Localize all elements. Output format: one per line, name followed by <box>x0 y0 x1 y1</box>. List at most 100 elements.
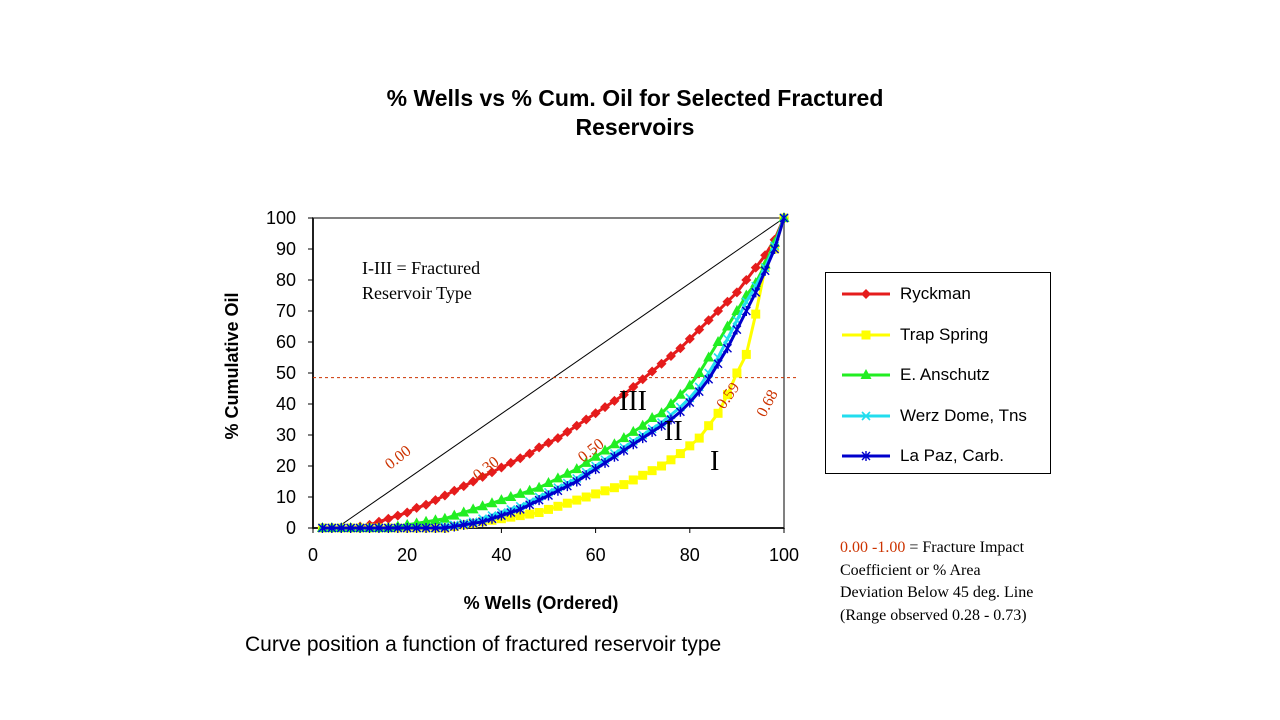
data-point-trap-spring <box>572 495 582 505</box>
data-point-la-paz-carb <box>609 451 619 462</box>
data-point-e-anschutz <box>590 450 602 461</box>
data-point-ryckman <box>392 510 403 521</box>
data-point-la-paz-carb <box>751 287 761 298</box>
y-tick-label: 60 <box>276 332 296 352</box>
data-point-la-paz-carb <box>478 516 488 527</box>
data-point-la-paz-carb <box>741 306 751 316</box>
footnote-line-1-text: = Fracture Impact <box>905 539 1025 556</box>
data-point-la-paz-carb <box>553 485 563 496</box>
data-point-trap-spring <box>732 368 742 378</box>
data-point-e-anschutz <box>608 438 620 449</box>
data-point-trap-spring <box>562 498 572 508</box>
coef-label-000: 0.00 <box>382 443 415 474</box>
data-point-trap-spring <box>647 466 657 476</box>
type-box-line-2: Reservoir Type <box>362 283 472 303</box>
data-point-trap-spring <box>591 489 601 499</box>
data-point-la-paz-carb <box>732 324 742 335</box>
data-point-ryckman <box>439 490 450 501</box>
data-point-e-anschutz <box>561 467 573 478</box>
data-point-la-paz-carb <box>402 523 412 533</box>
type-box-line-1: I-III = Fractured <box>362 258 480 278</box>
x-tick-label: 60 <box>586 545 606 565</box>
data-point-trap-spring <box>741 349 751 359</box>
legend-label-trap-spring: Trap Spring <box>900 324 989 344</box>
data-point-la-paz-carb <box>562 481 572 492</box>
data-point-trap-spring <box>666 455 676 465</box>
data-point-e-anschutz <box>439 512 451 523</box>
data-point-ryckman <box>750 262 761 273</box>
type-ii-label: II <box>664 416 683 447</box>
series-layer <box>316 212 790 533</box>
data-point-e-anschutz <box>665 398 677 408</box>
data-point-trap-spring <box>628 475 638 485</box>
data-point-trap-spring <box>609 483 619 493</box>
data-point-e-anschutz <box>420 515 432 526</box>
data-point-e-anschutz <box>684 379 696 390</box>
data-point-la-paz-carb <box>591 464 601 475</box>
footnote-line-2: Coefficient or % Area <box>840 561 981 579</box>
data-point-la-paz-carb <box>421 523 431 533</box>
y-tick-label: 70 <box>276 301 296 321</box>
legend: Ryckman Trap Spring E. Anschutz Werz Dome, … <box>825 272 1051 474</box>
data-point-la-paz-carb <box>779 213 789 223</box>
data-point-e-anschutz <box>627 425 639 436</box>
legend-item-werz-dome-tns: Werz Dome, Tns <box>840 404 1027 428</box>
chart-title: % Wells vs % Cum. Oil for Selected Fract… <box>335 84 935 142</box>
data-point-la-paz-carb <box>327 523 337 533</box>
data-point-ryckman <box>703 315 714 326</box>
data-point-ryckman <box>552 433 563 444</box>
data-point-ryckman <box>665 350 676 361</box>
data-point-e-anschutz <box>543 477 554 488</box>
data-point-ryckman <box>458 481 469 492</box>
data-point-la-paz-carb <box>506 507 516 518</box>
data-point-ryckman <box>647 366 658 377</box>
data-point-la-paz-carb <box>713 358 723 369</box>
data-point-ryckman <box>383 513 394 524</box>
data-point-ryckman <box>543 437 554 448</box>
footnote-coefficient-range: 0.00 -1.00 <box>840 539 906 556</box>
chart-title-line-1: % Wells vs % Cum. Oil for Selected Fract… <box>386 85 884 111</box>
data-point-ryckman <box>430 495 441 506</box>
data-point-ryckman <box>713 306 724 316</box>
legend-swatch-trap-spring <box>842 330 890 339</box>
data-point-la-paz-carb <box>468 518 478 529</box>
data-point-trap-spring <box>657 461 667 471</box>
y-tick-label: 80 <box>276 270 296 290</box>
data-point-e-anschutz <box>656 407 668 418</box>
data-point-ryckman <box>477 471 488 482</box>
data-point-ryckman <box>468 476 479 487</box>
data-point-la-paz-carb <box>393 523 403 533</box>
data-point-la-paz-carb <box>657 420 667 431</box>
data-point-trap-spring <box>619 480 629 490</box>
data-point-trap-spring <box>581 492 591 502</box>
legend-label-ryckman: Ryckman <box>900 284 971 303</box>
chart-title-line-2: Reservoirs <box>575 114 695 140</box>
data-point-e-anschutz <box>458 506 470 517</box>
data-point-la-paz-carb <box>544 490 553 501</box>
data-point-ryckman <box>618 389 629 400</box>
legend-swatch-werz-dome-tns <box>842 410 890 421</box>
legend-swatch-marker <box>861 451 871 461</box>
data-point-e-anschutz <box>486 497 498 508</box>
data-point-ryckman <box>524 448 535 459</box>
data-point-e-anschutz <box>552 472 564 483</box>
data-point-la-paz-carb <box>694 386 704 397</box>
x-tick-label: 20 <box>397 545 417 565</box>
data-point-la-paz-carb <box>666 414 676 425</box>
coef-label-068: 0.68 <box>754 387 782 420</box>
data-point-ryckman <box>571 420 582 431</box>
data-point-e-anschutz <box>580 456 592 467</box>
data-point-trap-spring <box>751 309 761 319</box>
data-point-la-paz-carb <box>440 523 450 533</box>
data-point-la-paz-carb <box>770 244 780 254</box>
data-point-ryckman <box>675 343 686 354</box>
data-point-trap-spring <box>544 504 553 514</box>
data-point-la-paz-carb <box>383 523 393 533</box>
data-point-e-anschutz <box>514 487 526 498</box>
data-point-la-paz-carb <box>760 265 770 276</box>
data-point-e-anschutz <box>618 432 630 443</box>
data-point-trap-spring <box>685 441 695 451</box>
legend-swatch-la-paz-carb <box>842 451 890 461</box>
data-point-trap-spring <box>638 470 648 480</box>
